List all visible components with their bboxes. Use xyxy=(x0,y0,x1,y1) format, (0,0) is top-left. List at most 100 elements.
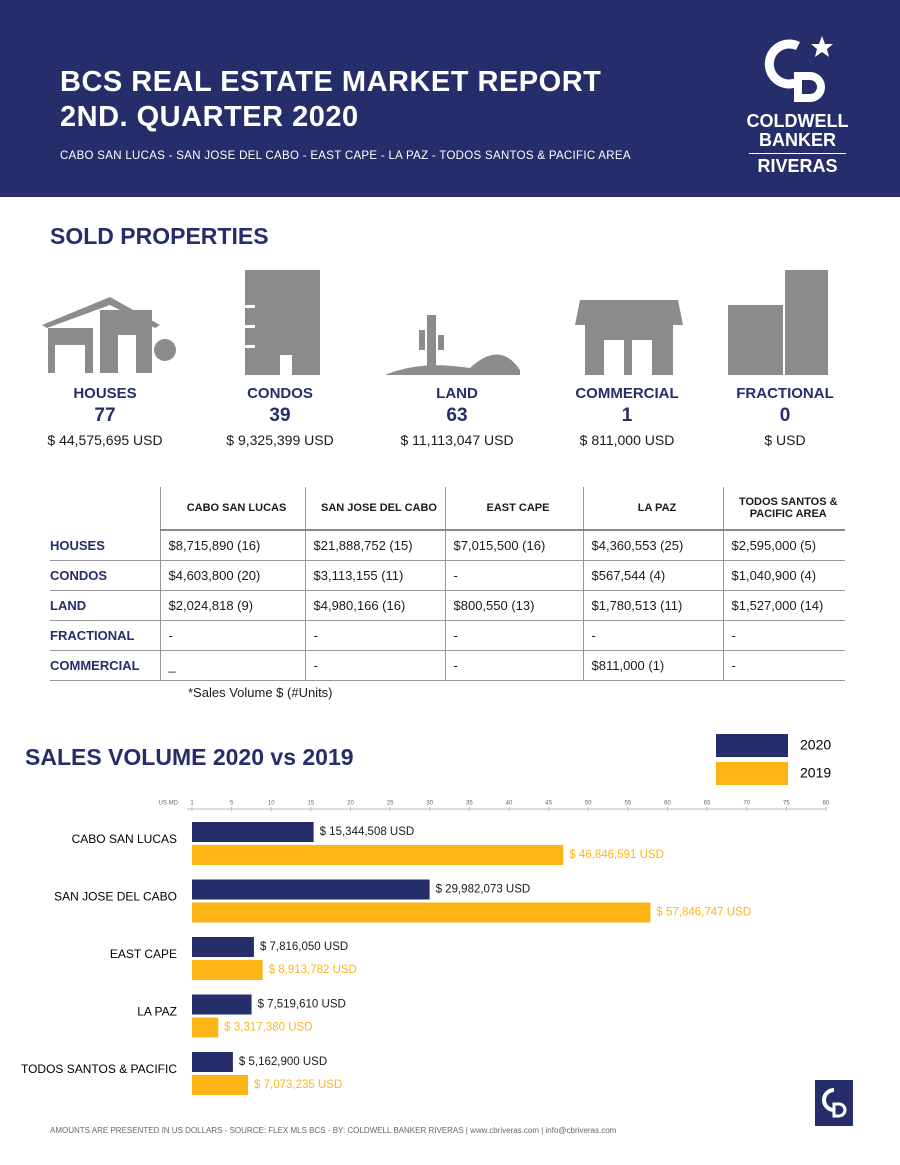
table-row: LAND $2,024,818 (9) $4,980,166 (16) $800,55… xyxy=(50,590,845,621)
table-cell: $1,527,000 (14) xyxy=(722,590,845,621)
table-cell: $567,544 (4) xyxy=(582,560,723,591)
column-header: SAN JOSE DEL CABO xyxy=(304,487,445,531)
category-label: EAST CAPE xyxy=(110,947,177,961)
column-header: CABO SAN LUCAS xyxy=(159,487,305,531)
bar xyxy=(192,994,252,1015)
bar xyxy=(192,1052,233,1072)
legend-label: 2019 xyxy=(800,765,831,781)
subtitle: CABO SAN LUCAS - SAN JOSE DEL CABO - EAS… xyxy=(60,150,631,162)
x-tick-label: 65 xyxy=(704,801,711,807)
item-count: 1 xyxy=(621,405,633,426)
chart-title: SALES VOLUME 2020 vs 2019 xyxy=(25,744,354,770)
table-cell: - xyxy=(444,560,583,591)
sales-table: CABO SAN LUCAS SAN JOSE DEL CABO EAST CAPE… xyxy=(50,487,845,681)
legend-swatch xyxy=(716,762,788,785)
bar xyxy=(192,937,254,957)
item-count: 0 xyxy=(779,405,791,426)
table-cell: - xyxy=(722,620,845,651)
x-tick-label: 15 xyxy=(308,801,315,807)
item-label: LAND xyxy=(436,385,478,402)
table-cell: - xyxy=(582,620,723,651)
header: BCS REAL ESTATE MARKET REPORT 2ND. QUART… xyxy=(0,0,900,197)
table-cell: $3,113,155 (11) xyxy=(304,560,445,591)
item-amount: $ USD xyxy=(764,432,806,448)
item-label: CONDOS xyxy=(247,385,313,402)
title: 2ND. QUARTER 2020 xyxy=(60,101,359,133)
legend-label: 2020 xyxy=(800,737,831,753)
bar xyxy=(192,822,314,842)
table-cell: HOUSES xyxy=(50,530,160,561)
table-cell: $800,550 (13) xyxy=(444,590,583,621)
x-tick-label: 20 xyxy=(347,801,354,807)
table-cell: $2,595,000 (5) xyxy=(722,530,845,561)
value-label: $ 7,816,050 USD xyxy=(260,941,348,953)
bar xyxy=(192,902,651,923)
table-cell: $4,980,166 (16) xyxy=(304,590,445,621)
logo-word: RIVERAS xyxy=(749,153,846,176)
table-cell: - xyxy=(444,650,583,681)
bar xyxy=(192,1075,249,1095)
x-tick-label: 45 xyxy=(545,801,552,807)
value-label: $ 7,519,610 USD xyxy=(258,999,346,1011)
sold-item: HOUSES 77 $ 44,575,695 USD xyxy=(35,385,175,448)
item-amount: $ 11,113,047 USD xyxy=(400,432,514,448)
logo-mark xyxy=(764,36,833,102)
logo-word: BANKER xyxy=(758,130,836,150)
category-label: SAN JOSE DEL CABO xyxy=(54,890,177,904)
table-cell: LAND xyxy=(50,590,160,621)
table-cell: - xyxy=(159,620,305,651)
table-cell: $811,000 (1) xyxy=(582,650,723,681)
axis-label: US MD xyxy=(159,801,179,807)
x-tick-label: 25 xyxy=(387,801,394,807)
table-cell: $7,015,500 (16) xyxy=(444,530,583,561)
table-cell: $8,715,890 (16) xyxy=(159,530,305,561)
item-amount: $ 811,000 USD xyxy=(579,432,675,448)
column-header: TODOS SANTOS & PACIFIC AREA xyxy=(722,487,845,531)
table-row: FRACTIONAL - - - - - xyxy=(50,620,845,651)
x-tick-label: 60 xyxy=(664,801,671,807)
table-header: CABO SAN LUCAS SAN JOSE DEL CABO EAST CAPE… xyxy=(50,487,845,531)
title: BCS REAL ESTATE MARKET REPORT xyxy=(60,66,602,98)
x-tick-label: 30 xyxy=(426,801,433,807)
table-cell: COMMERCIAL xyxy=(50,650,160,681)
category-label: TODOS SANTOS & PACIFIC xyxy=(21,1062,177,1076)
sold-item: COMMERCIAL 1 $ 811,000 USD xyxy=(557,385,697,448)
x-tick-label: 35 xyxy=(466,801,473,807)
category-label: LA PAZ xyxy=(137,1005,177,1019)
x-tick-label: 5 xyxy=(230,801,234,807)
x-tick-label: 80 xyxy=(823,801,830,807)
footer: AMOUNTS ARE PRESENTED IN US DOLLARS - SO… xyxy=(50,1126,617,1135)
corner xyxy=(50,487,160,530)
column-header: LA PAZ xyxy=(582,487,723,531)
footer-logo xyxy=(815,1080,853,1126)
item-label: FRACTIONAL xyxy=(736,385,834,402)
value-label: $ 15,344,508 USD xyxy=(320,826,415,838)
table-body: HOUSES $8,715,890 (16) $21,888,752 (15) $7,… xyxy=(50,530,845,681)
table-cell: $2,024,818 (9) xyxy=(159,590,305,621)
sold-item: CONDOS 39 $ 9,325,399 USD xyxy=(210,385,350,448)
chart: US MD 1 5 10 15 20 25 30 35 40 45 50 55 60 65 70 75 80202… xyxy=(21,734,831,1095)
section-heading: SOLD PROPERTIES xyxy=(50,223,269,249)
x-tick-label: 50 xyxy=(585,801,592,807)
logo-word: COLDWELL xyxy=(746,111,849,131)
icons xyxy=(42,270,828,375)
category-label: CABO SAN LUCAS xyxy=(72,832,177,846)
item-amount: $ 44,575,695 USD xyxy=(47,432,163,448)
x-tick-label: 10 xyxy=(268,801,275,807)
bar xyxy=(192,1017,219,1038)
bar xyxy=(192,960,263,980)
value-label: $ 29,982,073 USD xyxy=(436,884,531,896)
item-count: 77 xyxy=(94,405,116,426)
item-label: HOUSES xyxy=(73,385,137,402)
table-cell: - xyxy=(722,650,845,681)
table-row: CONDOS $4,603,800 (20) $3,113,155 (11) - $56… xyxy=(50,560,845,591)
table-cell: $4,603,800 (20) xyxy=(159,560,305,591)
value-label: $ 57,846,747 USD xyxy=(656,907,751,919)
x-tick-label: 1 xyxy=(190,801,194,807)
item-count: 63 xyxy=(446,405,468,426)
x-tick-label: 55 xyxy=(625,801,632,807)
value-label: $ 46,846,591 USD xyxy=(569,849,664,861)
value-label: $ 5,162,900 USD xyxy=(239,1056,327,1068)
table-cell: - xyxy=(304,620,445,651)
